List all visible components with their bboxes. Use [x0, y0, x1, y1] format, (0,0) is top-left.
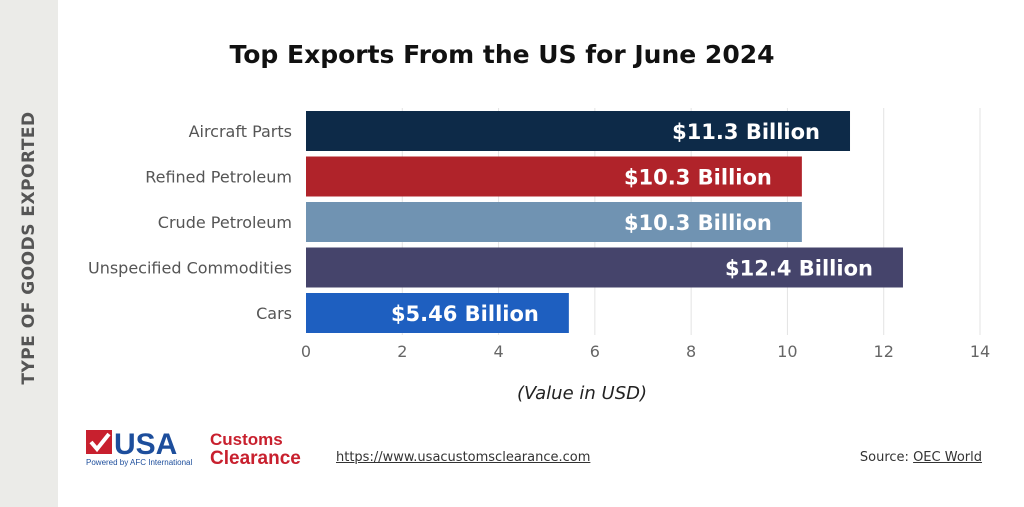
- x-tick-label: 4: [493, 342, 503, 361]
- usa-customs-clearance-logo: USA Customs Clearance Powered by AFC Int…: [86, 428, 301, 468]
- x-tick-label: 12: [874, 342, 894, 361]
- category-label: Unspecified Commodities: [88, 259, 292, 278]
- source-label: Source:: [859, 450, 914, 465]
- website-link[interactable]: https://www.usacustomsclearance.com: [336, 450, 591, 465]
- category-label: Aircraft Parts: [189, 122, 292, 141]
- bar-refined-petroleum: [306, 156, 802, 197]
- category-label: Refined Petroleum: [145, 168, 292, 187]
- x-tick-label: 2: [397, 342, 407, 361]
- source-note: Source: OEC World: [860, 450, 982, 465]
- category-label: Cars: [256, 304, 292, 323]
- svg-text:Customs: Customs: [210, 430, 283, 449]
- bar-aircraft-parts: [306, 111, 851, 151]
- bar-crude-petroleum: [306, 202, 802, 242]
- source-link[interactable]: OEC World: [913, 450, 982, 465]
- data-label: $5.46 Billion: [391, 302, 539, 326]
- x-axis-title: (Value in USD): [516, 383, 648, 404]
- svg-text:Clearance: Clearance: [210, 448, 301, 468]
- bar-cars: [306, 293, 569, 333]
- side-strip: TYPE OF GOODS EXPORTED: [0, 0, 58, 507]
- x-tick-label: 0: [301, 342, 311, 361]
- data-label: $10.3 Billion: [624, 166, 772, 190]
- chart-title: Top Exports From the US for June 2024: [229, 40, 775, 69]
- x-tick-label: 8: [686, 342, 696, 361]
- x-tick-label: 14: [970, 342, 990, 361]
- bar-unspecified-commodities: [306, 247, 903, 288]
- x-tick-label: 10: [777, 342, 797, 361]
- x-tick-label: 6: [590, 342, 600, 361]
- category-label: Crude Petroleum: [158, 213, 292, 232]
- svg-text:USA: USA: [114, 428, 177, 461]
- data-label: $10.3 Billion: [624, 211, 772, 235]
- data-label: $12.4 Billion: [725, 257, 873, 281]
- svg-text:Powered by AFC International: Powered by AFC International: [86, 458, 193, 467]
- data-label: $11.3 Billion: [672, 120, 820, 144]
